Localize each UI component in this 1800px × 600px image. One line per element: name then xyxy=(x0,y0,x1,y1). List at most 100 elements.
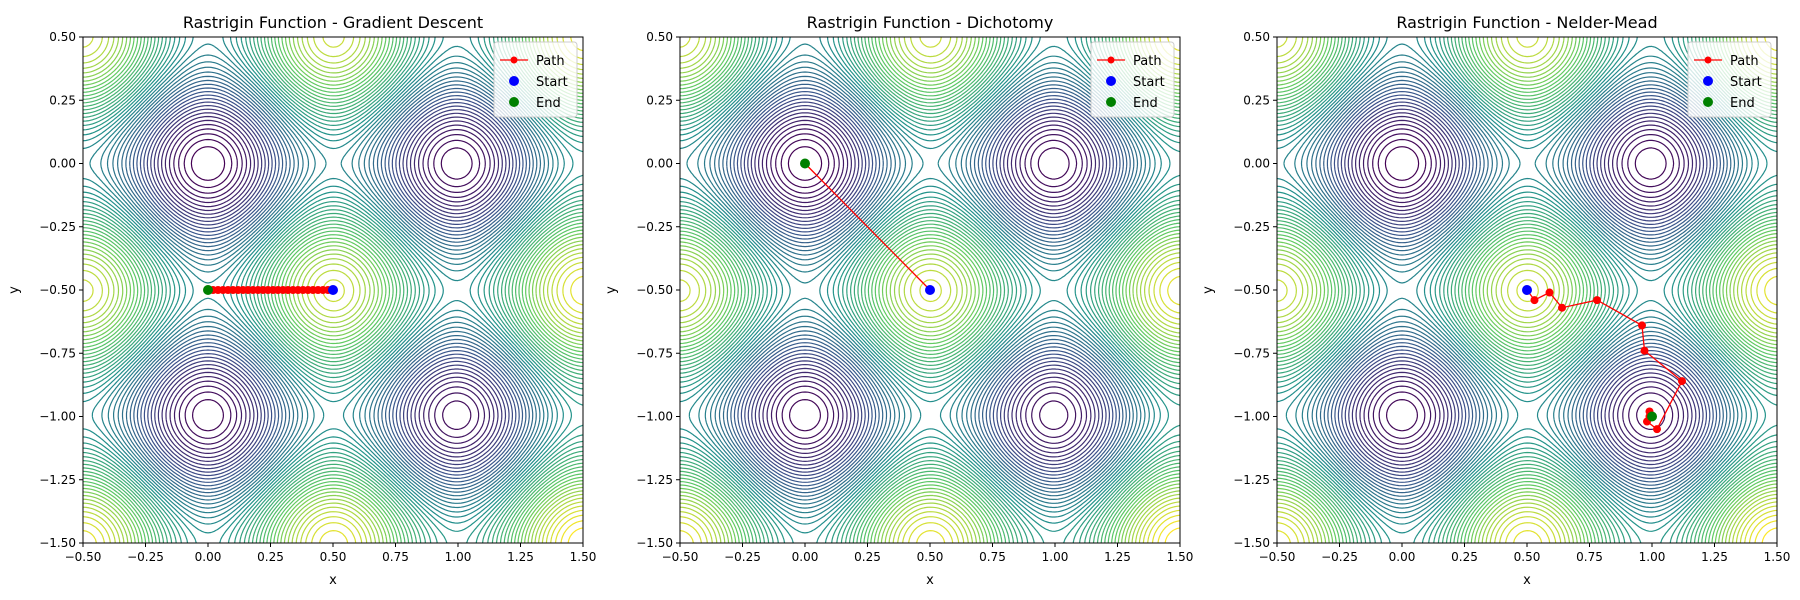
x-tick-label-5: 0.50 xyxy=(1514,550,1541,564)
contour-line-11 xyxy=(146,101,514,473)
contour-line-31 xyxy=(1277,37,1777,543)
contour-line-28 xyxy=(1277,37,1777,543)
path-point-4 xyxy=(1558,303,1566,312)
contour-line-8 xyxy=(157,112,503,462)
chart-title: Rastrigin Function - Nelder-Mead xyxy=(1396,13,1657,32)
x-tick-label-1: −0.50 xyxy=(662,550,699,564)
contour-line-13 xyxy=(139,94,521,480)
contour-line-19 xyxy=(117,71,542,501)
contour-line-38 xyxy=(680,37,1180,543)
contour-line-21 xyxy=(703,61,1147,509)
contour-line-48 xyxy=(680,37,1180,543)
contour-line-13 xyxy=(1333,94,1715,480)
path-point-5 xyxy=(1593,296,1601,305)
contour-line-9 xyxy=(153,108,507,466)
x-tick-label-9: 1.50 xyxy=(570,550,597,564)
contour-line-11 xyxy=(1340,101,1708,473)
contour-line-48 xyxy=(83,37,583,543)
contour-line-22 xyxy=(1294,54,1748,514)
y-tick-label-9: 0.50 xyxy=(1243,30,1270,44)
contour-line-17 xyxy=(1319,79,1728,494)
y-axis-label: y xyxy=(604,286,619,294)
x-tick-label-7: 1.00 xyxy=(1042,550,1069,564)
contour-line-30 xyxy=(83,37,583,543)
y-tick-label-3: −1.00 xyxy=(39,410,76,424)
y-tick-label-6: −0.25 xyxy=(636,220,673,234)
contour-line-28 xyxy=(83,37,583,543)
y-tick-label-9: 0.50 xyxy=(49,30,76,44)
legend-label-path: Path xyxy=(1133,54,1162,69)
contour-line-26 xyxy=(83,37,583,543)
contour-line-12 xyxy=(740,98,1114,477)
contour-line-12 xyxy=(1337,98,1711,477)
contour-line-30 xyxy=(680,37,1180,543)
contour-line-46 xyxy=(1277,37,1777,543)
contour-line-47 xyxy=(680,37,1180,543)
path-line xyxy=(1526,289,1683,431)
x-tick-label-5: 0.50 xyxy=(320,550,347,564)
contour-line-2 xyxy=(1377,138,1667,432)
contour-line-5 xyxy=(168,123,491,450)
end-point xyxy=(203,285,213,295)
contour-line-15 xyxy=(132,87,527,487)
start-point xyxy=(328,285,338,295)
x-axis-label: x xyxy=(329,573,337,588)
x-tick-label-1: −0.50 xyxy=(65,550,102,564)
x-tick-label-7: 1.00 xyxy=(1639,550,1666,564)
x-tick-label-4: 0.25 xyxy=(854,550,881,564)
contour-line-4 xyxy=(1367,128,1680,445)
x-axis-label: x xyxy=(926,573,934,588)
contour-line-10 xyxy=(747,105,1108,470)
x-tick-label-8: 1.25 xyxy=(507,550,534,564)
contour-line-36 xyxy=(83,37,583,543)
contour-line-27 xyxy=(1277,37,1777,543)
contour-line-29 xyxy=(1277,37,1777,543)
y-tick-label-7: 0.00 xyxy=(1243,157,1270,171)
contour-line-35 xyxy=(1277,37,1777,543)
contour-line-28 xyxy=(680,37,1180,543)
contour-line-29 xyxy=(680,37,1180,543)
legend-path-marker xyxy=(1107,56,1115,64)
contour-line-21 xyxy=(1300,61,1744,509)
contour-line-5 xyxy=(765,123,1088,450)
y-tick-label-9: 0.50 xyxy=(646,30,673,44)
contour-line-47 xyxy=(1277,37,1777,543)
y-axis-label: y xyxy=(1201,286,1216,294)
contour-line-25 xyxy=(680,37,1171,534)
contour-line-50 xyxy=(567,527,583,543)
chart-panel-3: −0.50 −0.25 0.00 0.25 0.50 0.75 1.00 1.25 1.50 −1… xyxy=(1201,13,1790,588)
x-tick-label-6: 0.75 xyxy=(1576,550,1603,564)
contour-line-10 xyxy=(1344,105,1705,470)
x-tick-label-8: 1.25 xyxy=(1104,550,1131,564)
x-tick-label-3: 0.00 xyxy=(195,550,222,564)
contour-line-27 xyxy=(83,37,583,543)
contour-line-6 xyxy=(164,119,496,454)
path-point-9 xyxy=(1653,425,1661,434)
start-point xyxy=(925,285,935,295)
contour-line-6 xyxy=(761,119,1093,454)
x-tick-label-1: −0.50 xyxy=(1259,550,1296,564)
y-axis-label: y xyxy=(7,286,22,294)
path-point-7 xyxy=(1640,346,1649,355)
contour-line-7 xyxy=(161,115,500,459)
contour-line-37 xyxy=(1277,37,1777,543)
contour-line-46 xyxy=(680,37,1180,543)
chart-title: Rastrigin Function - Gradient Descent xyxy=(183,13,483,32)
x-tick-label-2: −0.25 xyxy=(1321,550,1358,564)
contour-line-1 xyxy=(1384,146,1420,181)
y-tick-label-2: −1.25 xyxy=(1233,473,1270,487)
legend: Path Start End xyxy=(1090,41,1175,118)
contour-line-15 xyxy=(1326,87,1721,487)
y-tick-label-5: −0.50 xyxy=(636,283,673,297)
contour-line-37 xyxy=(83,37,583,543)
contour-line-47 xyxy=(83,37,583,543)
contour-line-38 xyxy=(1277,37,1777,543)
x-tick-label-9: 1.50 xyxy=(1167,550,1194,564)
contour-line-18 xyxy=(121,75,538,497)
x-tick-label-4: 0.25 xyxy=(257,550,284,564)
optimization-path xyxy=(1522,285,1686,434)
legend: Path Start End xyxy=(1687,41,1772,118)
x-tick-label-3: 0.00 xyxy=(1389,550,1416,564)
contour-line-8 xyxy=(754,112,1100,462)
